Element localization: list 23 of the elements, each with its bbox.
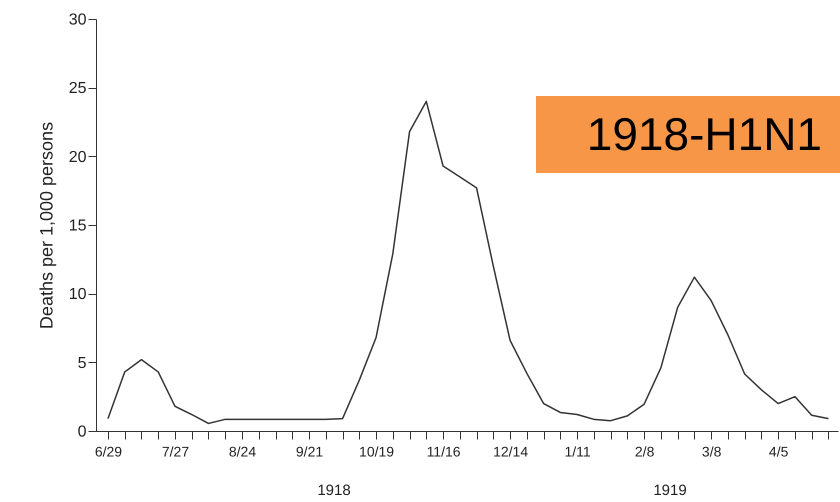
- y-axis-title: Deaths per 1,000 persons: [36, 122, 57, 330]
- y-tick-label: 25: [68, 80, 87, 98]
- x-tick-label: 9/21: [296, 444, 324, 460]
- x-tick-label: 11/16: [426, 444, 461, 460]
- y-tick-label: 10: [68, 286, 87, 304]
- x-tick-label: 1/11: [564, 444, 591, 460]
- x-tick-label: 2/8: [634, 444, 655, 460]
- x-tick-label: 3/8: [702, 444, 722, 460]
- x-tick-label: 6/29: [94, 444, 122, 460]
- y-tick-label: 15: [68, 218, 87, 234]
- x-tick-label: 12/14: [493, 444, 528, 460]
- text: 1919: [653, 482, 687, 499]
- y-tick-label: 0: [78, 424, 87, 440]
- text: 1918: [317, 482, 351, 499]
- line-series: [107, 100, 830, 424]
- annotation: 1918-H1N1: [536, 96, 840, 173]
- x-tick-label: 8/24: [228, 444, 256, 460]
- y-tick-label: 20: [68, 148, 87, 166]
- x-tick-label: 10/19: [359, 444, 394, 460]
- x-tick-label: 4/5: [768, 444, 789, 460]
- y-tick-label: 30: [68, 12, 87, 28]
- y-tick-label: 5: [78, 354, 87, 372]
- x-tick-label: 7/27: [162, 444, 190, 460]
